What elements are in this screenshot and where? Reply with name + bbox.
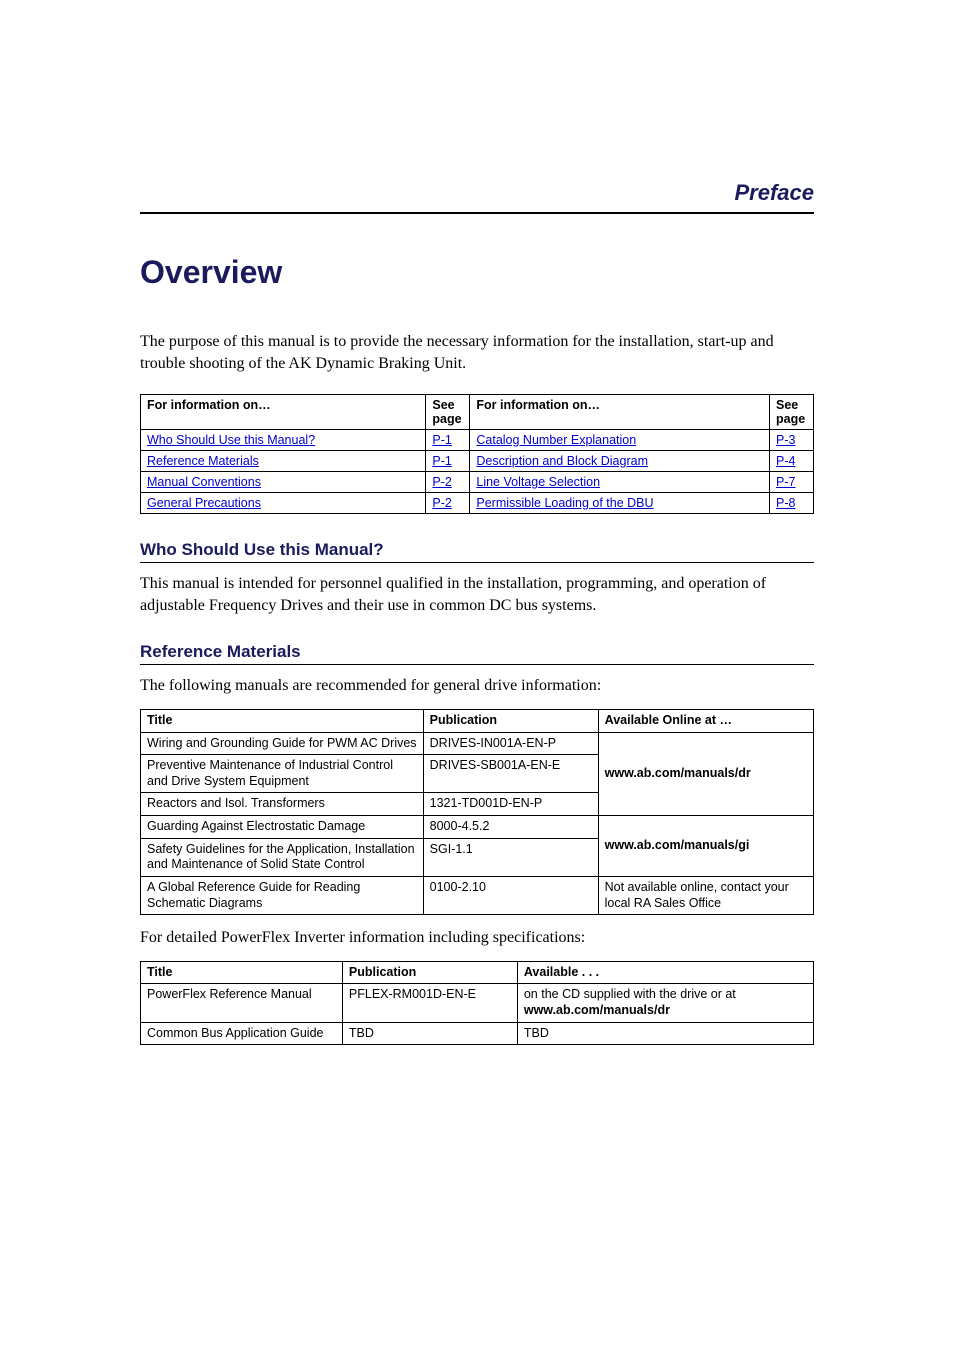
nav-header-1: For information on… (141, 395, 426, 430)
ref-avail-cell: Not available online, contact your local… (598, 876, 813, 914)
det-title-cell: Common Bus Application Guide (141, 1022, 343, 1045)
ref-pub-cell: SGI-1.1 (423, 838, 598, 876)
nav-topic-cell: Line Voltage Selection (470, 472, 770, 493)
section-lead-ref: The following manuals are recommended fo… (140, 675, 814, 697)
det-title-cell: PowerFlex Reference Manual (141, 984, 343, 1022)
preface-label: Preface (140, 180, 814, 214)
ref-header-title: Title (141, 709, 424, 732)
ref-avail-cell: www.ab.com/manuals/gi (598, 816, 813, 877)
nav-topic-link[interactable]: Who Should Use this Manual? (147, 433, 315, 447)
nav-topic-cell: Who Should Use this Manual? (141, 430, 426, 451)
nav-page-cell: P-7 (770, 472, 814, 493)
nav-header-4: See page (770, 395, 814, 430)
nav-topic-link[interactable]: Description and Block Diagram (476, 454, 648, 468)
table-row: Guarding Against Electrostatic Damage800… (141, 816, 814, 839)
nav-topic-cell: Description and Block Diagram (470, 451, 770, 472)
table-row: Reference Materials P-1 Description and Bl… (141, 451, 814, 472)
nav-page-link[interactable]: P-2 (432, 496, 451, 510)
nav-page-link[interactable]: P-4 (776, 454, 795, 468)
ref-title-cell: Wiring and Grounding Guide for PWM AC Dr… (141, 732, 424, 755)
nav-topic-link[interactable]: Line Voltage Selection (476, 475, 600, 489)
nav-topic-link[interactable]: Reference Materials (147, 454, 259, 468)
det-pub-cell: PFLEX-RM001D-EN-E (342, 984, 517, 1022)
ref-pub-cell: 8000-4.5.2 (423, 816, 598, 839)
nav-page-link[interactable]: P-3 (776, 433, 795, 447)
table-row: A Global Reference Guide for Reading Sch… (141, 876, 814, 914)
nav-topic-cell: Reference Materials (141, 451, 426, 472)
section-heading-ref: Reference Materials (140, 642, 814, 665)
ref-avail-cell: www.ab.com/manuals/dr (598, 732, 813, 816)
nav-table: For information on… See page For informa… (140, 394, 814, 514)
nav-page-link[interactable]: P-1 (432, 454, 451, 468)
intro-paragraph: The purpose of this manual is to provide… (140, 331, 814, 374)
table-row: PowerFlex Reference ManualPFLEX-RM001D-E… (141, 984, 814, 1022)
nav-topic-cell: Catalog Number Explanation (470, 430, 770, 451)
table-row: Common Bus Application GuideTBDTBD (141, 1022, 814, 1045)
page-title: Overview (140, 254, 814, 291)
detail-lead: For detailed PowerFlex Inverter informat… (140, 927, 814, 949)
section-heading-who: Who Should Use this Manual? (140, 540, 814, 563)
nav-page-cell: P-4 (770, 451, 814, 472)
table-row: Wiring and Grounding Guide for PWM AC Dr… (141, 732, 814, 755)
nav-page-cell: P-1 (426, 430, 470, 451)
nav-header-3: For information on… (470, 395, 770, 430)
nav-topic-cell: Permissible Loading of the DBU (470, 493, 770, 514)
section-body-who: This manual is intended for personnel qu… (140, 573, 814, 616)
nav-header-2: See page (426, 395, 470, 430)
table-row: Who Should Use this Manual? P-1 Catalog Nu… (141, 430, 814, 451)
ref-pub-cell: 0100-2.10 (423, 876, 598, 914)
det-header-title: Title (141, 961, 343, 984)
nav-topic-link[interactable]: General Precautions (147, 496, 261, 510)
nav-topic-link[interactable]: Catalog Number Explanation (476, 433, 636, 447)
ref-pub-cell: DRIVES-IN001A-EN-P (423, 732, 598, 755)
nav-topic-link[interactable]: Permissible Loading of the DBU (476, 496, 653, 510)
nav-page-cell: P-1 (426, 451, 470, 472)
det-header-avail: Available . . . (517, 961, 813, 984)
det-header-pub: Publication (342, 961, 517, 984)
table-row: Manual Conventions P-2 Line Voltage Select… (141, 472, 814, 493)
ref-title-cell: Guarding Against Electrostatic Damage (141, 816, 424, 839)
reference-table: Title Publication Available Online at … … (140, 709, 814, 915)
nav-page-cell: P-3 (770, 430, 814, 451)
nav-topic-link[interactable]: Manual Conventions (147, 475, 261, 489)
ref-title-cell: Reactors and Isol. Transformers (141, 793, 424, 816)
det-avail-cell: TBD (517, 1022, 813, 1045)
det-avail-cell: on the CD supplied with the drive or at … (517, 984, 813, 1022)
ref-pub-cell: 1321-TD001D-EN-P (423, 793, 598, 816)
nav-page-link[interactable]: P-8 (776, 496, 795, 510)
ref-header-pub: Publication (423, 709, 598, 732)
ref-pub-cell: DRIVES-SB001A-EN-E (423, 755, 598, 793)
nav-topic-cell: General Precautions (141, 493, 426, 514)
nav-page-link[interactable]: P-1 (432, 433, 451, 447)
nav-page-cell: P-2 (426, 472, 470, 493)
nav-page-link[interactable]: P-7 (776, 475, 795, 489)
det-pub-cell: TBD (342, 1022, 517, 1045)
table-row: General Precautions P-2 Permissible Loadin… (141, 493, 814, 514)
detail-table: Title Publication Available . . . PowerF… (140, 961, 814, 1046)
ref-title-cell: Preventive Maintenance of Industrial Con… (141, 755, 424, 793)
ref-title-cell: A Global Reference Guide for Reading Sch… (141, 876, 424, 914)
nav-topic-cell: Manual Conventions (141, 472, 426, 493)
nav-page-cell: P-2 (426, 493, 470, 514)
ref-title-cell: Safety Guidelines for the Application, I… (141, 838, 424, 876)
nav-page-cell: P-8 (770, 493, 814, 514)
nav-page-link[interactable]: P-2 (432, 475, 451, 489)
ref-header-avail: Available Online at … (598, 709, 813, 732)
